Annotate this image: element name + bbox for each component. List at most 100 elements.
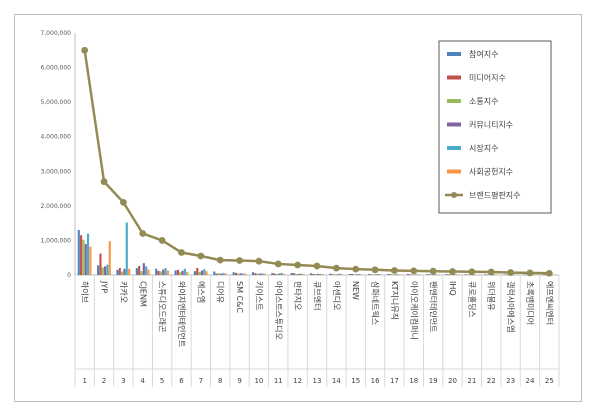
bar-참여지수 xyxy=(174,270,177,275)
category-label: IHQ xyxy=(448,281,457,296)
line-series xyxy=(81,46,553,277)
line-point xyxy=(216,256,224,264)
legend-swatch xyxy=(447,169,461,174)
rank-label: 23 xyxy=(506,377,515,385)
bar-미디어지수 xyxy=(157,270,160,275)
bar-사회공헌지수 xyxy=(553,274,557,276)
category-label: 갤럭시아에스엠 xyxy=(506,281,516,333)
category-label: 에스엠 xyxy=(196,281,206,303)
line-point xyxy=(352,265,360,273)
bar-커뮤니티지수 xyxy=(317,273,320,275)
bar-소통지수 xyxy=(469,274,472,276)
y-tick-label: 4,000,000 xyxy=(40,134,71,141)
bar-참여지수 xyxy=(484,274,487,275)
bar-커뮤니티지수 xyxy=(413,274,416,275)
bar-시장지수 xyxy=(299,273,303,275)
bar-미디어지수 xyxy=(389,274,392,275)
bar-시장지수 xyxy=(512,274,516,276)
rank-label: 4 xyxy=(141,377,146,385)
bar-사회공헌지수 xyxy=(534,274,537,276)
bar-시장지수 xyxy=(145,266,148,275)
bar-커뮤니티지수 xyxy=(104,266,107,275)
rank-label: 1 xyxy=(82,377,86,385)
bar-사회공헌지수 xyxy=(147,269,150,275)
rank-label: 6 xyxy=(179,377,184,385)
bar-사회공헌지수 xyxy=(282,273,286,275)
line-point xyxy=(526,269,534,277)
line-point xyxy=(313,262,321,270)
rank-label: 12 xyxy=(293,377,302,385)
bar-커뮤니티지수 xyxy=(142,263,145,275)
bar-사회공헌지수 xyxy=(437,274,440,275)
category-label: 하이브 xyxy=(80,281,90,303)
bar-참여지수 xyxy=(542,274,545,276)
bar-미디어지수 xyxy=(176,269,179,275)
category-label: 에프엔씨엔터 xyxy=(545,281,555,325)
bar-소통지수 xyxy=(392,274,395,275)
bar-소통지수 xyxy=(82,239,85,275)
bar-사회공헌지수 xyxy=(321,273,324,275)
bar-참여지수 xyxy=(310,273,313,275)
line-point xyxy=(255,257,263,265)
category-label: JYP xyxy=(100,280,109,293)
y-tick-label: 1,000,000 xyxy=(40,237,71,244)
bar-커뮤니티지수 xyxy=(278,273,281,275)
line-point xyxy=(410,267,418,275)
y-tick-label: 7,000,000 xyxy=(40,30,71,37)
bar-소통지수 xyxy=(450,274,453,275)
bar-사회공헌지수 xyxy=(379,274,382,275)
bar-소통지수 xyxy=(372,274,375,275)
bar-사회공헌지수 xyxy=(224,273,227,275)
bar-사회공헌지수 xyxy=(476,274,479,276)
rank-label: 20 xyxy=(448,377,457,385)
bar-미디어지수 xyxy=(331,274,334,275)
bar-사회공헌지수 xyxy=(263,273,266,275)
line-point xyxy=(391,267,398,274)
legend-box xyxy=(438,40,552,214)
bar-미디어지수 xyxy=(196,268,199,275)
bar-사회공헌지수 xyxy=(495,274,499,276)
chart-svg: 0 1,000,000 2,000,000 3,000,000 4,000,000 5,0… xyxy=(40,30,560,387)
bar-미디어지수 xyxy=(215,273,218,275)
bar-시장지수 xyxy=(164,268,167,275)
category-label: 아센디오 xyxy=(332,281,342,310)
bar-시장지수 xyxy=(87,233,90,275)
bar-시장지수 xyxy=(358,273,361,275)
rank-label: 19 xyxy=(429,377,438,385)
bar-소통지수 xyxy=(295,273,298,275)
legend-label: 참여지수 xyxy=(469,49,498,59)
line-point xyxy=(139,230,147,237)
bar-커뮤니티지수 xyxy=(433,274,436,275)
legend-label: 사회공헌지수 xyxy=(469,168,513,177)
line-point xyxy=(449,268,456,275)
bar-커뮤니티지수 xyxy=(297,273,300,275)
bar-참여지수 xyxy=(445,274,448,275)
bar-소통지수 xyxy=(430,274,433,275)
bar-시장지수 xyxy=(280,272,283,275)
bar-참여지수 xyxy=(426,274,429,275)
category-label: 카카오 xyxy=(119,281,128,303)
category-label: 삼화네트웍스 xyxy=(371,281,381,325)
bar-시장지수 xyxy=(319,273,322,275)
bar-커뮤니티지수 xyxy=(375,274,378,275)
rank-label: 14 xyxy=(332,377,341,385)
line-point xyxy=(294,261,302,269)
bar-미디어지수 xyxy=(409,274,412,275)
line-point xyxy=(120,199,127,206)
bar-소통지수 xyxy=(159,271,162,275)
rank-label: 3 xyxy=(121,377,125,385)
category-label: 아이스트스튜디오 xyxy=(274,281,284,340)
bar-커뮤니티지수 xyxy=(394,274,397,275)
rank-label: 24 xyxy=(525,377,534,385)
legend-swatch xyxy=(447,146,461,150)
bar-참여지수 xyxy=(251,272,255,275)
bar-미디어지수 xyxy=(351,273,354,275)
bar-미디어지수 xyxy=(428,274,431,275)
chart-frame: 0 1,000,000 2,000,000 3,000,000 4,000,000 5,0… xyxy=(14,14,582,402)
bar-사회공헌지수 xyxy=(515,274,518,276)
bars xyxy=(77,222,557,276)
bar-시장지수 xyxy=(493,274,496,276)
rank-label: 11 xyxy=(274,377,283,385)
bar-시장지수 xyxy=(454,274,457,275)
bar-소통지수 xyxy=(179,272,182,275)
